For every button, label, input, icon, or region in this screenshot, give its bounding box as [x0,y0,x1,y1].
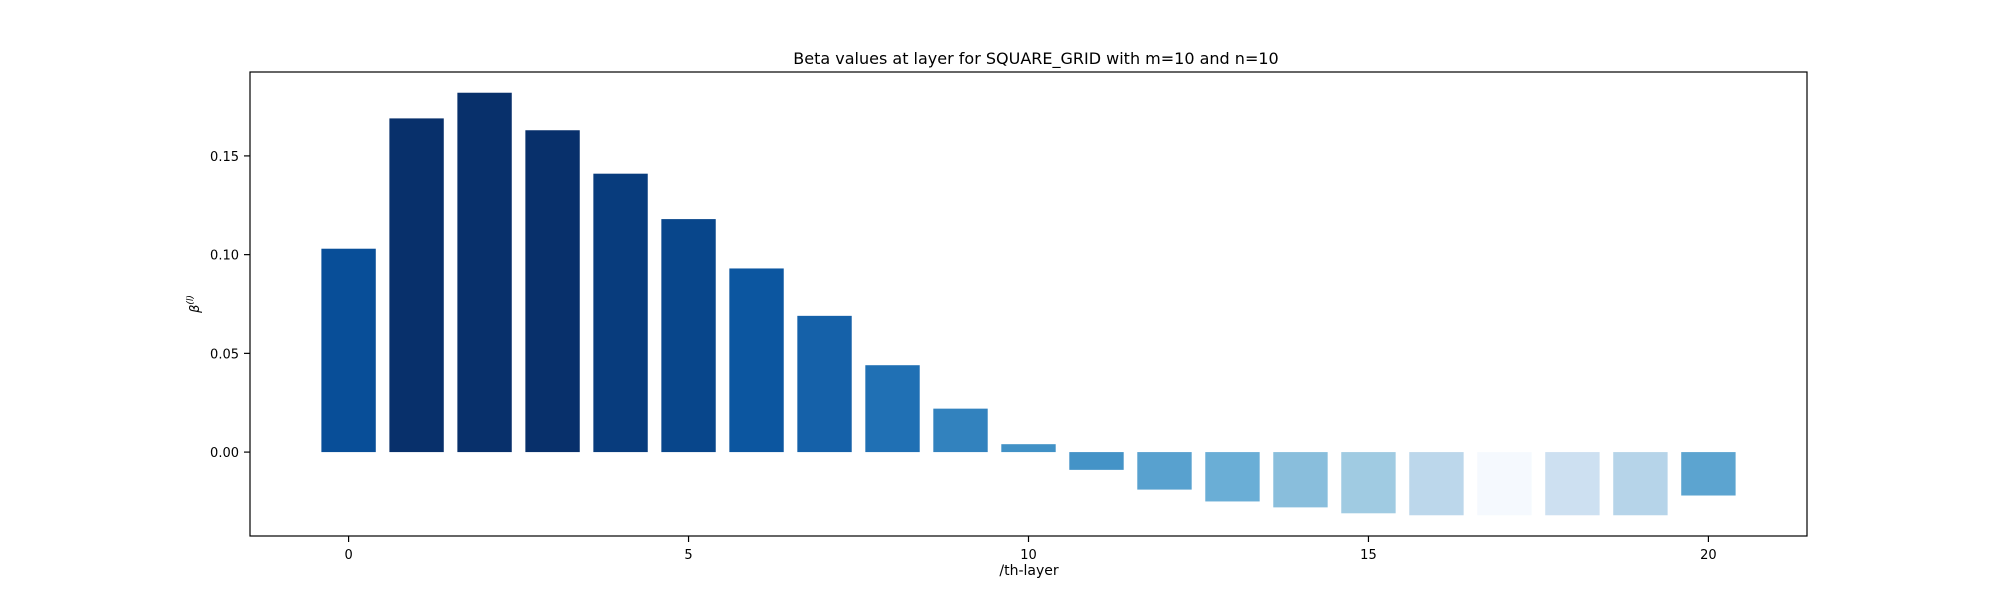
x-tick-label: 20 [1700,548,1717,563]
bar-layer-8 [865,365,920,453]
bar-layer-17 [1477,452,1532,516]
plot-frame [249,71,1808,537]
y-tick-label: 0.00 [210,446,239,461]
y-axis-label-symbol: β [188,305,203,314]
bar-layer-6 [729,268,784,453]
y-tick-label: 0.15 [210,150,239,165]
bar-layer-7 [797,315,852,453]
bar-layer-0 [321,248,376,453]
bar-layer-3 [525,130,580,453]
y-axis-label: β(l) [186,295,203,314]
bar-layer-5 [661,219,716,453]
x-tick-label: 15 [1360,548,1377,563]
y-axis-label-superscript: (l) [186,295,196,305]
bar-layer-20 [1681,452,1736,496]
x-axis-label: /th-layer [999,563,1058,579]
bar-layer-11 [1069,452,1124,470]
chart-title: Beta values at layer for SQUARE_GRID wit… [793,49,1278,69]
y-tick-label: 0.10 [210,249,239,264]
bar-layer-2 [457,92,512,453]
bars-group [321,92,1736,516]
x-tick-label: 10 [1020,548,1037,563]
bar-layer-4 [593,173,648,453]
bar-layer-18 [1545,452,1600,516]
bar-layer-16 [1409,452,1464,516]
y-tick-label: 0.05 [210,347,239,362]
bar-layer-12 [1137,452,1192,490]
bar-layer-14 [1273,452,1328,508]
bar-layer-19 [1613,452,1668,516]
y-axis-ticks: 0.00 0.05 0.10 0.15 [210,150,250,461]
bar-layer-15 [1341,452,1396,514]
x-tick-label: 5 [684,548,692,563]
bar-layer-1 [389,118,444,453]
x-tick-label: 0 [344,548,352,563]
bar-layer-10 [1001,444,1056,453]
bar-layer-9 [933,408,988,453]
x-axis-ticks: 0 5 10 15 20 [344,536,1717,563]
bar-layer-13 [1205,452,1260,502]
